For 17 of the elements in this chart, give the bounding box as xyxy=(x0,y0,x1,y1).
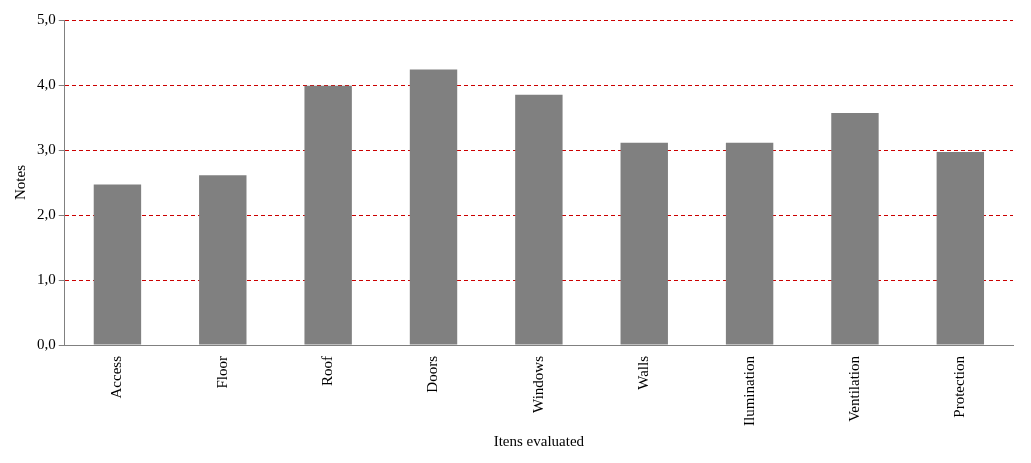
x-tick-label: Ilumination xyxy=(740,355,757,427)
x-tick-label: Roof xyxy=(319,356,336,387)
y-tick-label: 2,0 xyxy=(37,205,56,222)
y-tick-label: 5,0 xyxy=(37,10,56,27)
x-tick-label: Ventilation xyxy=(845,355,862,422)
x-tick-label: Protection xyxy=(951,355,968,418)
y-axis-title: Notes xyxy=(11,164,28,200)
x-axis-title: Itens evaluated xyxy=(493,432,585,449)
x-tick-label: Access xyxy=(108,355,125,399)
x-tick-label: Windows xyxy=(529,355,546,413)
y-tick-label: 1,0 xyxy=(37,270,56,287)
x-tick-label: Doors xyxy=(424,355,441,393)
x-tick-label: Floor xyxy=(213,356,230,389)
y-tick-label: 4,0 xyxy=(37,75,56,92)
x-tick-label: Walls xyxy=(635,355,652,390)
y-tick-label: 0,0 xyxy=(37,335,56,352)
y-tick-label: 3,0 xyxy=(37,140,56,157)
